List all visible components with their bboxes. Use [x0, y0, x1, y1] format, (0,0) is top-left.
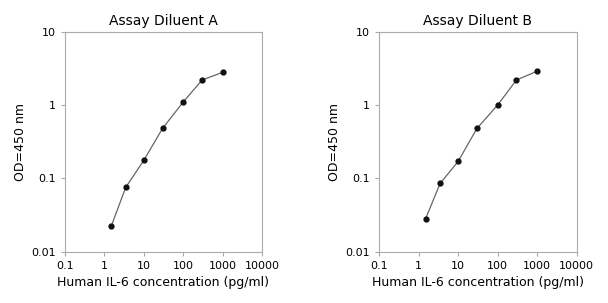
X-axis label: Human IL-6 concentration (pg/ml): Human IL-6 concentration (pg/ml) — [372, 276, 584, 289]
Y-axis label: OD=450 nm: OD=450 nm — [14, 103, 27, 181]
X-axis label: Human IL-6 concentration (pg/ml): Human IL-6 concentration (pg/ml) — [57, 276, 269, 289]
Title: Assay Diluent B: Assay Diluent B — [423, 14, 533, 28]
Title: Assay Diluent A: Assay Diluent A — [109, 14, 218, 28]
Y-axis label: OD=450 nm: OD=450 nm — [328, 103, 341, 181]
